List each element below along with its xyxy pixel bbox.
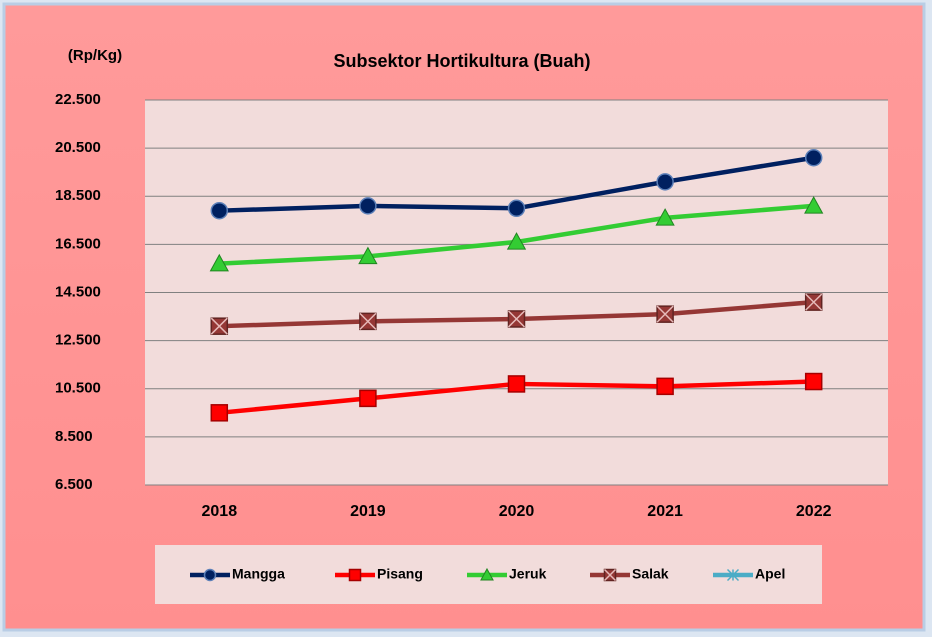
marker-shape [656, 377, 674, 396]
marker [348, 568, 362, 582]
marker [507, 310, 526, 328]
marker [656, 173, 674, 191]
marker-shape [209, 253, 229, 272]
legend: Mangga Pisang Jeruk Salak Apel [190, 566, 785, 582]
grid: 6.500 8.500 10.500 12.500 14.500 16.500 18.500… [55, 91, 888, 520]
marker-shape [203, 568, 217, 582]
y-tick-label: 14.500 [55, 283, 101, 300]
marker-cross [603, 568, 617, 582]
y-tick-label: 22.500 [55, 91, 101, 108]
marker [359, 312, 377, 331]
marker [210, 201, 229, 220]
marker [507, 375, 526, 393]
legend-item: Jeruk [467, 566, 547, 582]
marker-cross [805, 293, 823, 311]
legend-label: Mangga [232, 566, 285, 582]
marker-shape [507, 199, 526, 218]
legend-item: Pisang [335, 566, 423, 582]
legend-item: Apel [713, 566, 785, 582]
marker [203, 568, 217, 582]
marker-shape [359, 389, 377, 408]
marker-cross [210, 317, 228, 335]
y-tick-label: 10.500 [55, 380, 101, 397]
marker-shape [804, 149, 823, 167]
marker [507, 199, 526, 218]
marker [804, 196, 824, 214]
marker-shape [804, 196, 824, 214]
y-tick-label: 20.500 [55, 139, 101, 156]
x-tick-label: 2020 [499, 503, 535, 520]
marker-shape [506, 232, 527, 250]
marker-shape [358, 246, 378, 265]
marker [359, 389, 377, 408]
y-tick-label: 18.500 [55, 187, 101, 204]
legend-item: Salak [590, 566, 669, 582]
y-tick-label: 6.500 [55, 476, 93, 493]
marker [210, 404, 229, 422]
marker-shape [726, 568, 740, 582]
marker [480, 567, 494, 581]
marker-shape [359, 197, 377, 215]
marker [656, 305, 674, 323]
legend-label: Salak [632, 566, 669, 582]
marker-shape [804, 372, 823, 391]
marker-cross [359, 312, 377, 330]
x-tick-label: 2019 [350, 503, 386, 520]
marker [210, 317, 229, 335]
chart-title: Subsektor Hortikultura (Buah) [333, 51, 590, 71]
marker-shape [507, 375, 526, 393]
series-layer [209, 149, 824, 422]
marker [506, 232, 527, 250]
marker-shape [210, 201, 229, 220]
marker-shape [656, 173, 674, 191]
marker [358, 246, 378, 265]
y-tick-label: 16.500 [55, 235, 101, 252]
legend-label: Apel [755, 566, 785, 582]
marker [804, 149, 823, 167]
y-axis-label: (Rp/Kg) [68, 47, 122, 64]
x-tick-label: 2022 [796, 503, 832, 520]
marker [209, 253, 229, 272]
marker [656, 377, 674, 396]
x-tick-label: 2021 [647, 503, 683, 520]
marker-shape [655, 208, 675, 226]
marker-shape [210, 404, 229, 422]
marker [603, 568, 617, 582]
y-tick-label: 8.500 [55, 428, 93, 445]
legend-label: Jeruk [509, 566, 547, 582]
x-tick-label: 2018 [202, 503, 238, 520]
marker [655, 208, 675, 226]
marker [359, 197, 377, 215]
marker-shape [348, 568, 362, 582]
legend-label: Pisang [377, 566, 423, 582]
marker [804, 372, 823, 391]
marker-shape [480, 567, 494, 581]
marker [804, 293, 823, 311]
marker-cross [507, 310, 526, 328]
y-tick-label: 12.500 [55, 332, 101, 349]
marker-cross [656, 305, 674, 323]
legend-item: Mangga [190, 566, 285, 582]
marker [726, 568, 740, 582]
